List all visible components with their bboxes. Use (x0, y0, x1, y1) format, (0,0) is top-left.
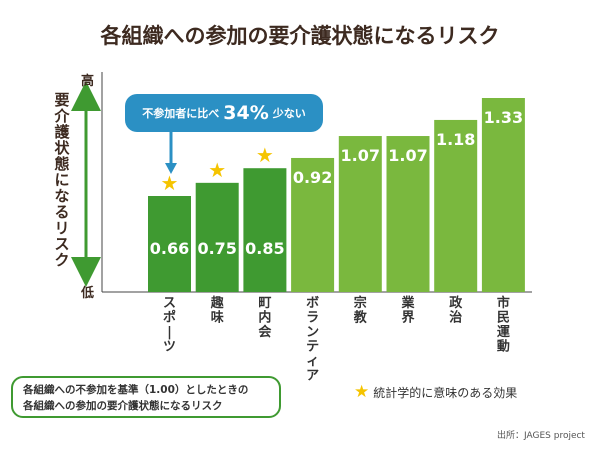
bar-value-label: 0.66 (150, 239, 189, 258)
category-label: 政治 (449, 295, 463, 326)
y-tick-low: 低 (81, 286, 95, 301)
callout-value: 34% (223, 102, 269, 124)
bar-value-label: 0.92 (293, 168, 332, 187)
significance-star-icon: ★ (256, 143, 274, 167)
bar-value-label: 0.75 (197, 239, 236, 258)
y-axis-label: 要介護状態になるリスク (54, 91, 70, 269)
bar (195, 182, 239, 292)
category-label: ボランティア (306, 295, 319, 384)
category-label: 業界 (400, 295, 415, 326)
bar-value-label: 1.07 (341, 146, 380, 165)
star-icon: ★ (354, 382, 370, 402)
y-tick-high: 高 (81, 74, 95, 89)
callout-pointer-head (165, 163, 177, 174)
note-line-2: 各組織への参加の要介護状態になるリスク (23, 400, 223, 412)
callout-box: 不参加者に比べ 34% 少ない (125, 94, 323, 132)
note-box: 各組織への不参加を基準（1.00）としたときの 各組織への参加の要介護状態になる… (11, 376, 281, 418)
bar-value-label: 0.85 (245, 239, 284, 258)
bar-value-label: 1.33 (484, 108, 523, 127)
category-label: 町内会 (258, 296, 272, 340)
callout-suffix: 少ない (272, 107, 306, 120)
chart-title: 各組織への参加の要介護状態になるリスク (100, 24, 500, 48)
bar (338, 136, 382, 292)
bar-value-label: 1.07 (388, 146, 427, 165)
bar (386, 136, 430, 292)
legend-label: 統計学的に意味のある効果 (373, 386, 518, 400)
callout-prefix: 不参加者に比べ (142, 107, 220, 120)
significance-star-icon: ★ (208, 158, 226, 182)
bar (481, 98, 525, 292)
bar (243, 168, 287, 292)
category-label: 趣味 (210, 295, 225, 326)
category-label: スポ|ツ (163, 296, 176, 355)
note-line-1: 各組織への不参加を基準（1.00）としたときの (23, 384, 249, 396)
bar (148, 196, 191, 292)
significance-star-icon: ★ (161, 171, 179, 195)
category-label: 市民運動 (497, 295, 510, 355)
source-note: 出所：JAGES project (497, 431, 585, 441)
category-label: 宗教 (353, 295, 368, 326)
legend: ★ 統計学的に意味のある効果 (354, 384, 517, 401)
bar (434, 119, 478, 292)
bar-value-label: 1.18 (436, 130, 475, 149)
bar (291, 157, 335, 292)
